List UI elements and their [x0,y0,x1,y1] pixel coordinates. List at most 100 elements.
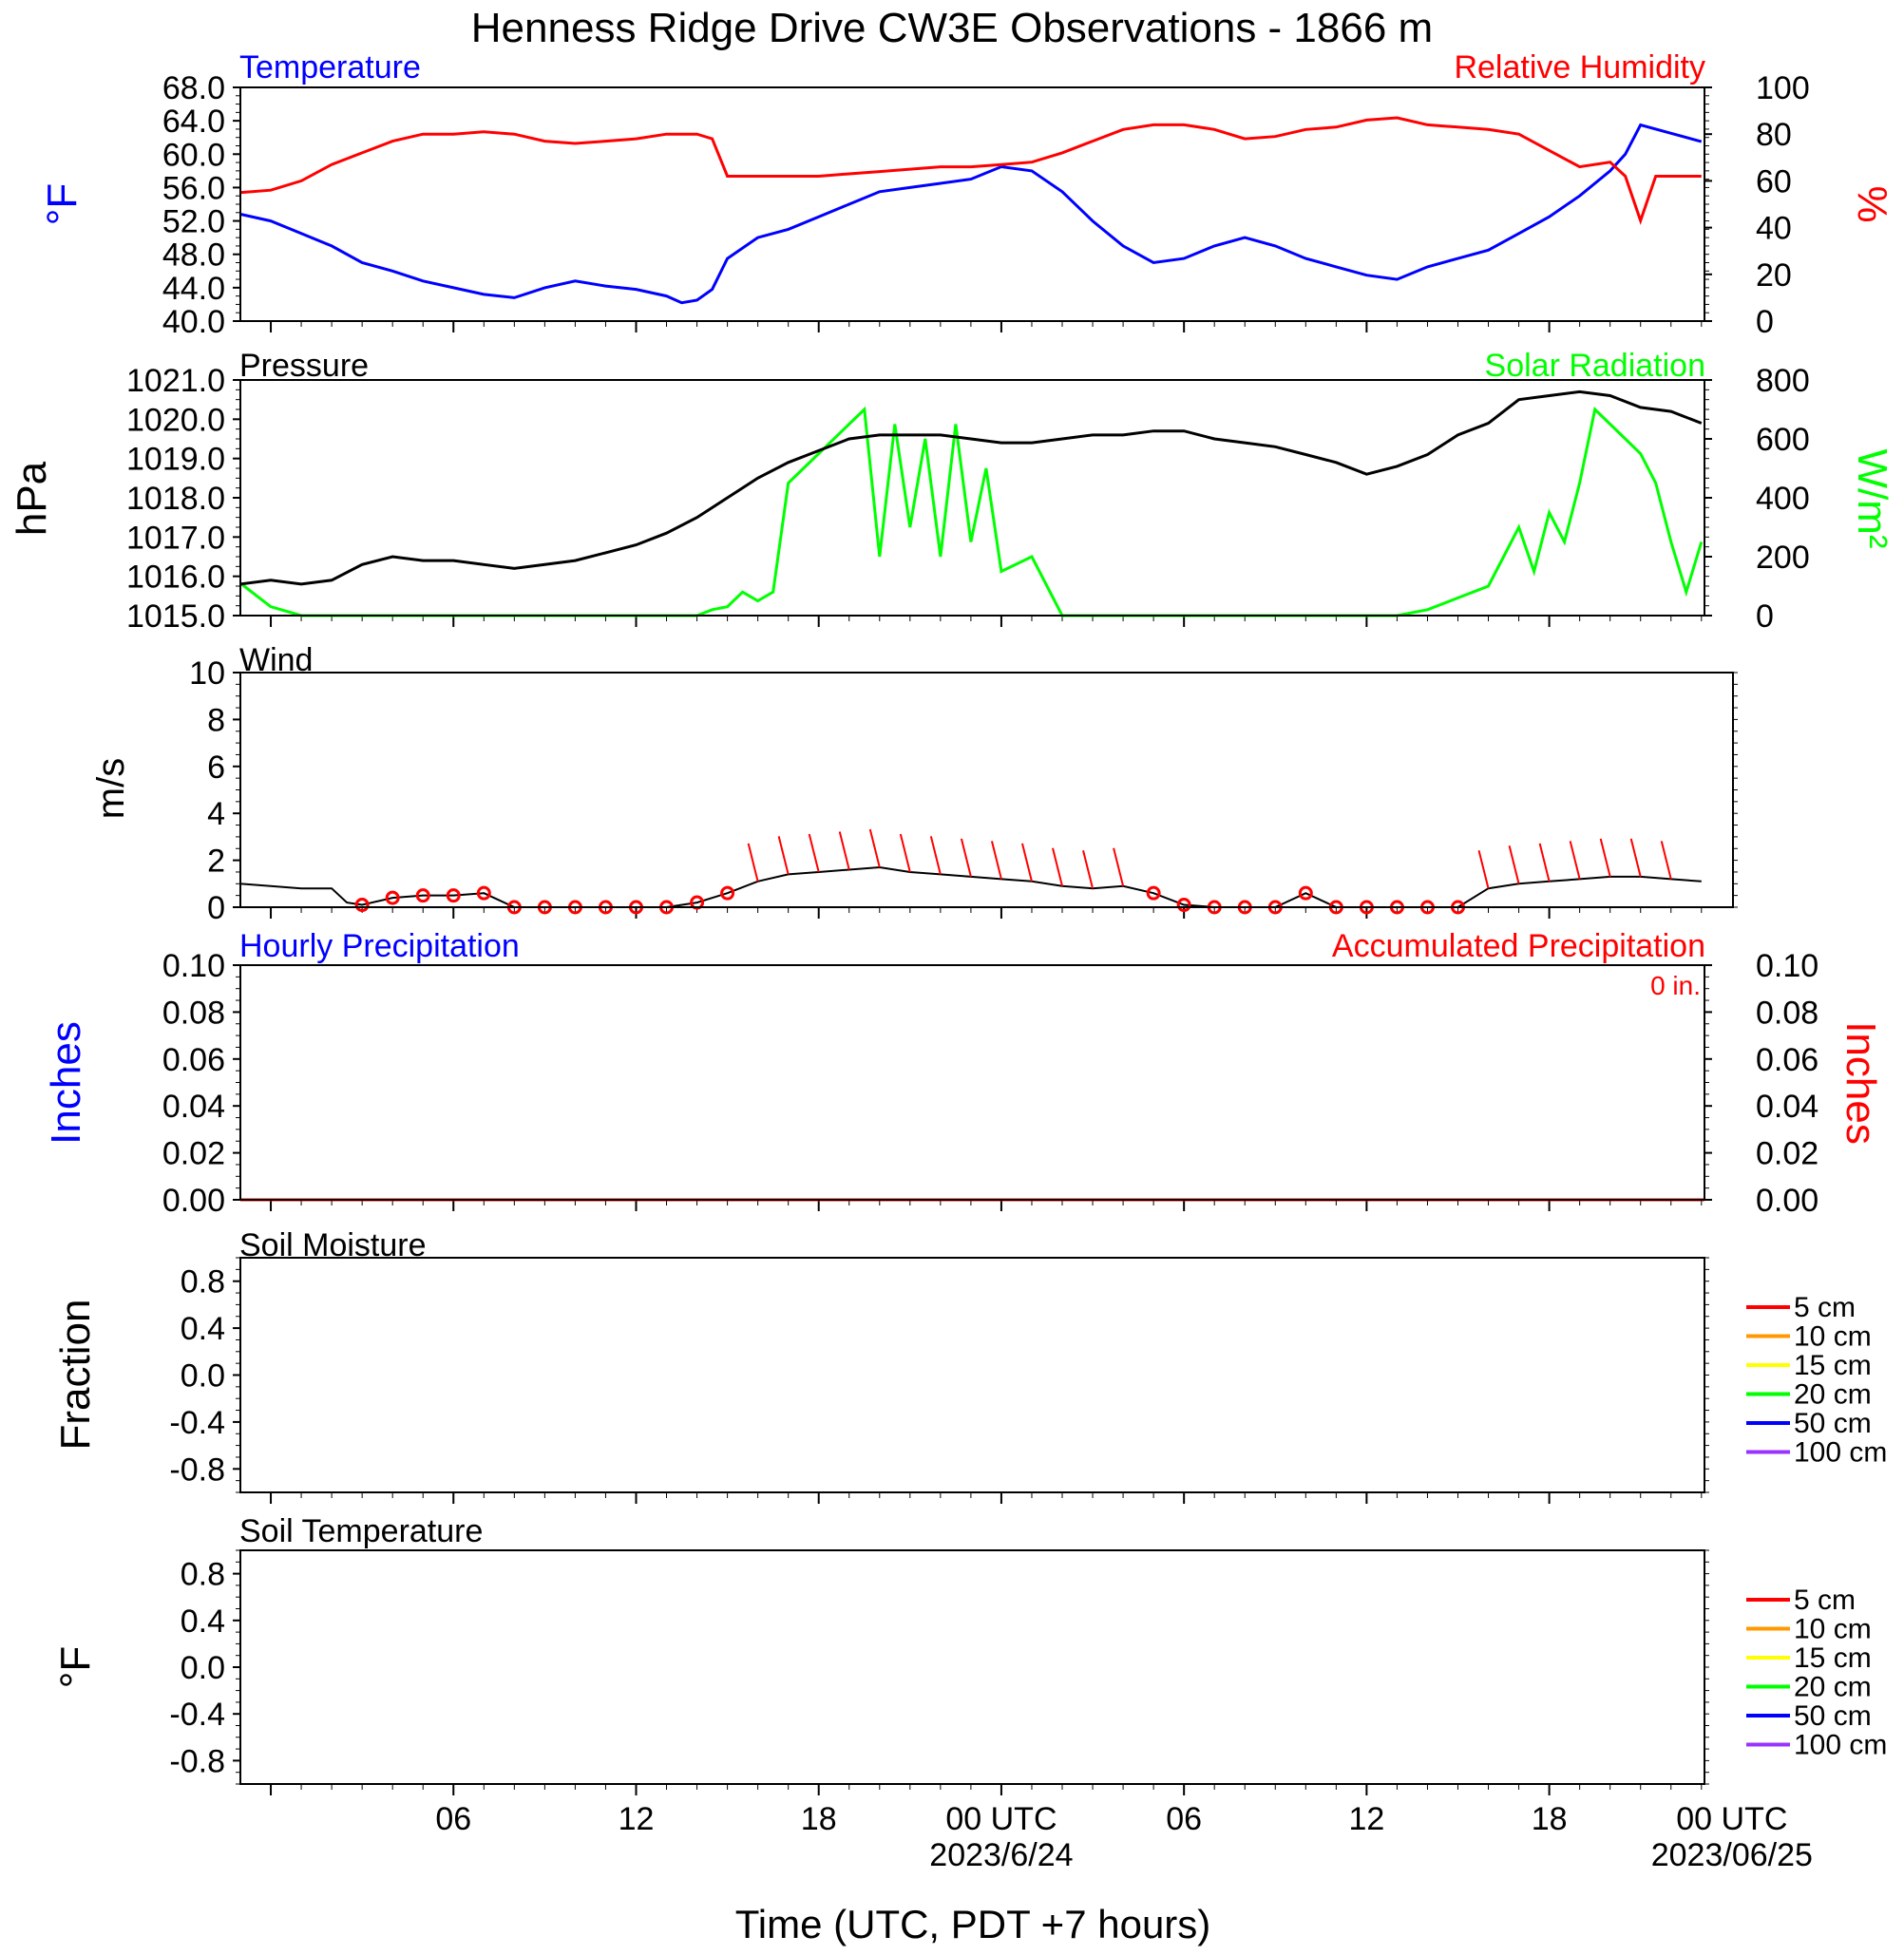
legend-label: 100 cm [1794,1437,1887,1469]
legend-label: 15 cm [1794,1642,1872,1674]
wind-barb [990,841,1002,880]
wind-barb [777,836,790,875]
legend-label: 50 cm [1794,1408,1872,1439]
right-tick-label: 600 [1756,422,1810,458]
left-tick-label: 64.0 [162,104,225,140]
humidity-unit: % [1849,185,1895,222]
x-tick-label: 06 [435,1801,471,1837]
panel-soil-moisture: Soil Moisture Fraction -0.8-0.40.00.40.8… [52,1227,1887,1504]
left-tick-label: -0.8 [169,1743,225,1779]
wind-calm-marker [446,888,461,903]
right-tick-label: 400 [1756,481,1810,517]
left-tick-label: -0.4 [169,1405,225,1441]
solar-radiation-series-line [239,406,1704,617]
right-tick-label: 0.00 [1756,1183,1818,1219]
left-tick-label: 0.8 [181,1264,225,1300]
wind-unit: m/s [90,758,132,819]
x-tick-label: 18 [801,1801,837,1837]
left-tick-label: 1018.0 [126,481,225,517]
left-tick-label: 1016.0 [126,560,225,596]
right-tick-label: 60 [1756,163,1792,199]
panel-temperature-frame [239,86,1705,322]
pressure-unit: hPa [9,461,55,536]
wind-barb [929,836,942,875]
right-tick-label: 0 [1756,304,1774,340]
panel-soil-temperature: Soil Temperature °F -0.8 -0.4 0.0 0.4 0.8 5 … [52,1513,1887,1795]
right-tick-label: 0 [1756,598,1774,635]
wind-calm-marker [690,895,705,910]
wind-calm-marker [1146,885,1161,901]
hourly-precip-title: Hourly Precipitation [239,928,520,964]
temperature-series-line [239,123,1703,305]
wind-barb [868,828,881,868]
left-tick-label: 40.0 [162,304,225,340]
legend-label: 10 cm [1794,1321,1872,1353]
left-tick-label: 0.4 [181,1311,225,1347]
wind-barb [1052,847,1063,887]
legend-label: 5 cm [1794,1585,1856,1616]
wind-barb [838,831,850,870]
wind-barb [1082,849,1095,889]
wind-calm-marker [415,888,430,903]
wind-barb [1660,841,1672,880]
wind-calm-marker [476,885,491,901]
left-tick-label: 0.02 [162,1136,225,1172]
panel-precip-frame [239,964,1705,1201]
left-tick-label: 1021.0 [126,363,225,399]
wind-barb [1508,845,1520,884]
right-tick-label: 20 [1756,257,1792,294]
hourly-precip-unit: Inches [43,1021,89,1145]
right-tick-label: 0.08 [1756,995,1818,1031]
left-tick-label: 4 [207,796,225,832]
legend-label: 5 cm [1794,1292,1856,1323]
wind-barb [1538,843,1551,883]
panel-wind-frame [239,672,1734,908]
left-tick-label: 56.0 [162,170,225,206]
panel-temperature-humidity: Temperature Relative Humidity °F % 40.04… [39,49,1895,340]
left-tick-label: 2 [207,844,225,880]
left-tick-label: 1020.0 [126,402,225,438]
right-tick-label: 800 [1756,363,1810,399]
x-tick-date: 2023/6/24 [929,1837,1073,1873]
left-tick-label: 0.0 [181,1650,225,1686]
left-tick-label: 60.0 [162,137,225,173]
x-tick-label: 06 [1166,1801,1202,1837]
wind-barb [1477,849,1490,889]
panel-soil-temperature-frame [239,1549,1705,1785]
right-tick-label: 0.04 [1756,1089,1818,1125]
left-tick-label: 6 [207,750,225,786]
left-tick-label: 44.0 [162,271,225,307]
panel-precipitation: Hourly Precipitation Accumulated Precipi… [43,928,1884,1219]
x-tick-date: 2023/06/25 [1651,1837,1813,1873]
wind-barb [899,833,911,873]
wind-calm-marker [720,885,735,901]
right-tick-label: 100 [1756,70,1810,106]
wind-calm-marker [1298,885,1313,901]
wind-calm-marker [385,890,400,905]
temperature-unit: °F [39,183,86,225]
left-tick-label: 0.0 [181,1358,225,1395]
left-tick-label: 0.8 [181,1557,225,1593]
solar-title: Solar Radiation [1485,348,1705,384]
x-tick-label: 12 [1348,1801,1384,1837]
wind-barb [1599,838,1611,878]
wind-barb [747,843,759,883]
accum-precip-value: 0 in. [1650,971,1701,1000]
pressure-title: Pressure [239,348,369,384]
legend-label: 15 cm [1794,1350,1872,1381]
chart-title: Henness Ridge Drive CW3E Observations - … [471,5,1433,51]
left-tick-label: 52.0 [162,204,225,240]
right-tick-label: 40 [1756,211,1792,247]
pressure-series-line [239,389,1703,586]
left-tick-label: 68.0 [162,70,225,106]
left-tick-label: 0 [207,890,225,926]
wind-barb [808,833,820,873]
left-tick-label: -0.4 [169,1697,225,1733]
left-tick-label: 10 [189,655,225,692]
left-tick-label: 1015.0 [126,598,225,635]
wind-barb [1021,843,1033,883]
